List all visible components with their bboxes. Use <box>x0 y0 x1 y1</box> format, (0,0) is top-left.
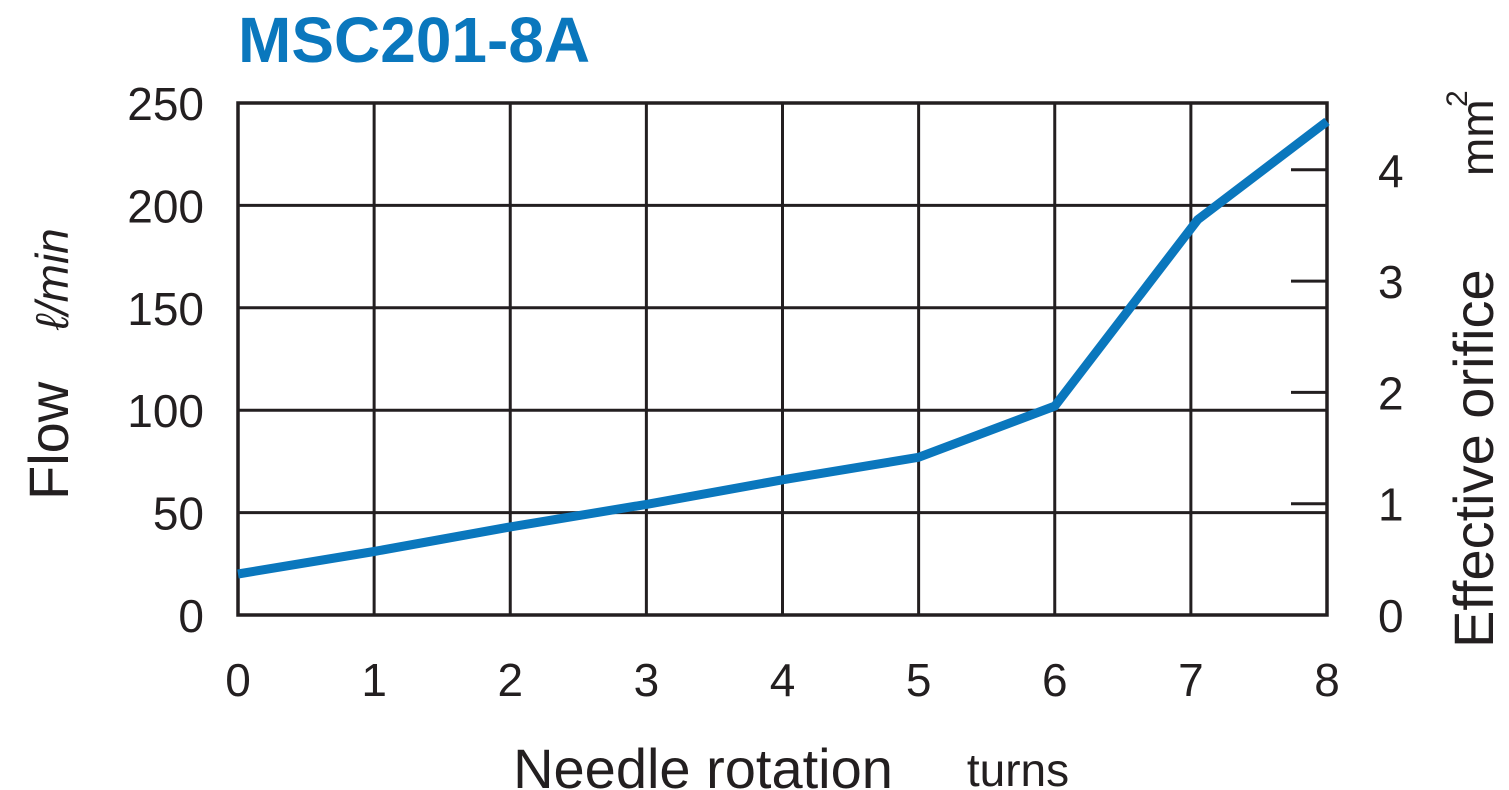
chart-title: MSC201-8A <box>238 4 590 76</box>
right-axis-tick-label: 0 <box>1378 590 1404 642</box>
x-tick-label: 7 <box>1178 654 1204 706</box>
x-tick-label: 2 <box>497 654 523 706</box>
x-tick-label: 4 <box>770 654 796 706</box>
x-tick-label: 8 <box>1314 654 1340 706</box>
grid <box>238 103 1327 615</box>
right-axis-tick-label: 1 <box>1378 479 1404 531</box>
x-axis-tick-labels: 0 1 2 3 4 5 6 7 8 <box>225 654 1340 706</box>
y-axis-unit: ℓ/min <box>26 228 78 331</box>
y-axis-tick-labels: 0 50 100 150 200 250 <box>127 78 204 642</box>
right-axis-unit-superscript: 2 <box>1441 90 1474 107</box>
x-tick-label: 1 <box>361 654 387 706</box>
y-tick-label: 200 <box>127 180 204 232</box>
x-tick-label: 6 <box>1042 654 1068 706</box>
series-layer <box>237 117 1330 579</box>
right-axis-unit: mm <box>1451 99 1503 176</box>
right-axis-tick-label: 2 <box>1378 367 1404 419</box>
plot-border <box>236 101 1329 617</box>
plot-frame <box>236 101 1329 617</box>
right-axis-label: Effective orifice <box>1442 269 1505 648</box>
x-tick-label: 5 <box>906 654 932 706</box>
x-axis-label: Needle rotation <box>513 737 893 790</box>
y-tick-label: 250 <box>127 78 204 130</box>
y-tick-label: 50 <box>153 488 204 540</box>
right-axis-tick-label: 3 <box>1378 256 1404 308</box>
right-axis-title-group: Effective orifice mm 2 <box>1441 90 1505 648</box>
y-axis-label: Flow <box>17 381 80 500</box>
y-axis-title-group: Flow ℓ/min <box>17 228 80 500</box>
right-axis-tick-marks <box>1291 168 1327 506</box>
x-tick-label: 0 <box>225 654 251 706</box>
x-axis-unit: turns <box>967 744 1069 790</box>
right-axis-tick-labels: 0 1 2 3 4 <box>1378 145 1404 642</box>
y-tick-label: 150 <box>127 283 204 335</box>
y-tick-label: 100 <box>127 385 204 437</box>
series-line <box>237 117 1330 579</box>
right-axis-tick-label: 4 <box>1378 145 1404 197</box>
y-tick-label: 0 <box>178 590 204 642</box>
x-tick-label: 3 <box>634 654 660 706</box>
